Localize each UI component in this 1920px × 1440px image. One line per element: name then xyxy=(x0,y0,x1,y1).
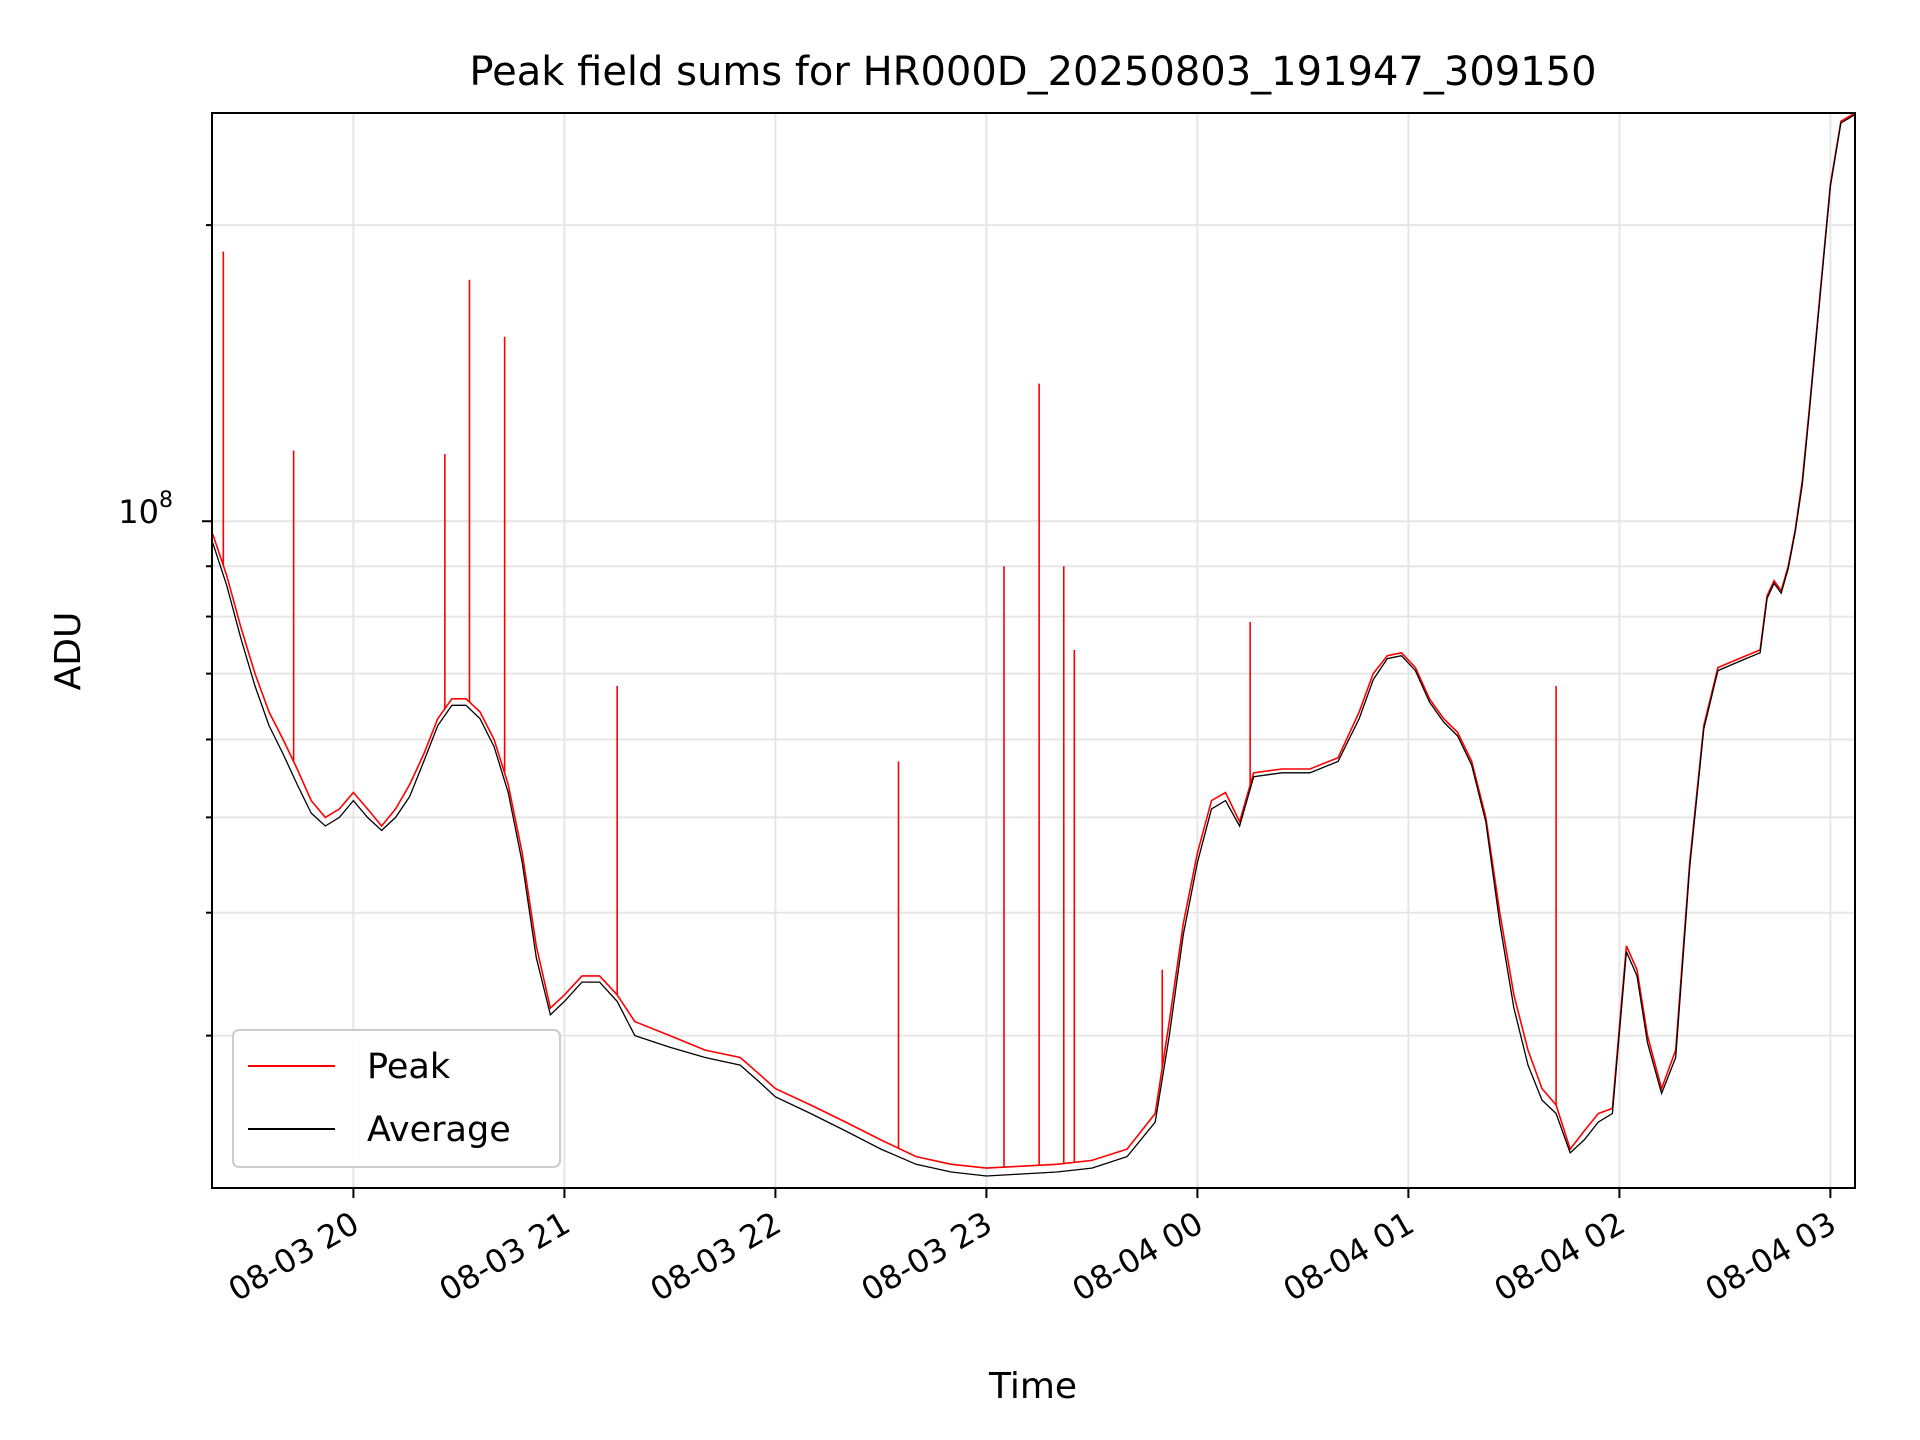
legend-label-peak: Peak xyxy=(367,1047,451,1087)
series-line-average xyxy=(212,114,1855,1177)
chart-title: Peak field sums for HR000D_20250803_1919… xyxy=(469,49,1596,95)
plot-frame xyxy=(211,112,1856,1189)
y-tick-label-1e8: 108 xyxy=(118,488,173,531)
legend-box xyxy=(232,1029,561,1168)
y-tick-label-exponent: 8 xyxy=(159,488,173,513)
legend: Peak Average xyxy=(232,1029,561,1168)
legend-label-average: Average xyxy=(367,1110,511,1150)
grid xyxy=(212,113,1855,1188)
y-tick-label-base: 10 xyxy=(118,493,159,531)
x-axis-label: Time xyxy=(988,1366,1077,1407)
y-axis-label: ADU xyxy=(48,612,89,691)
y-axis-ticks xyxy=(202,224,212,1037)
plot-series xyxy=(212,113,1855,1177)
